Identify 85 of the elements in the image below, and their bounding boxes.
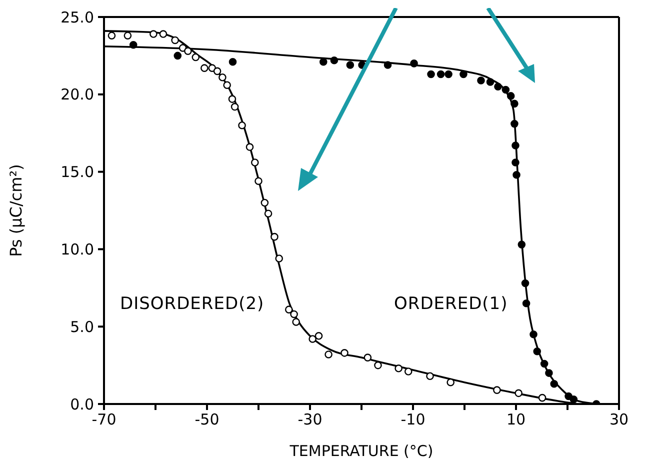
point [394, 364, 402, 372]
y-tick-label: 15.0 [60, 163, 94, 182]
y-axis-title: Ps (μC/cm²) [6, 164, 26, 257]
point [494, 82, 502, 91]
point [270, 232, 278, 241]
point [522, 299, 530, 308]
point [510, 120, 518, 128]
y-tick-label: 10.0 [60, 240, 94, 259]
point [410, 60, 418, 68]
point [275, 254, 283, 262]
point [521, 279, 530, 288]
point [514, 389, 522, 398]
point [129, 40, 138, 49]
point [477, 76, 485, 84]
point [174, 52, 182, 60]
point [540, 360, 548, 368]
point [446, 378, 454, 386]
point [184, 47, 192, 55]
x-tick-label: -50 [194, 410, 220, 429]
point [213, 67, 222, 76]
x-tick-label: -10 [400, 410, 426, 429]
point [230, 102, 239, 111]
point [493, 386, 501, 394]
point [512, 142, 520, 150]
annotation: DISORDERED(2) [120, 294, 264, 314]
point [570, 395, 578, 404]
point [250, 158, 259, 166]
y-tick-label: 25.0 [60, 8, 94, 26]
point [324, 350, 332, 358]
point [319, 58, 328, 66]
point [486, 78, 494, 86]
point [171, 36, 179, 44]
point [512, 158, 520, 166]
point [246, 143, 254, 151]
point [533, 347, 542, 356]
point [254, 177, 262, 185]
point [436, 70, 445, 78]
point [330, 56, 338, 64]
point [178, 44, 187, 52]
y-tick-label: 0.0 [70, 395, 94, 414]
point [426, 372, 434, 380]
point [518, 240, 526, 248]
point [264, 210, 272, 218]
point [510, 100, 518, 108]
point [460, 70, 468, 78]
annotation: ORDERED(1) [394, 294, 508, 314]
point [290, 310, 298, 318]
point [159, 30, 168, 38]
y-tick-label: 20.0 [60, 86, 94, 104]
point [218, 73, 226, 82]
x-tick-label: -30 [298, 410, 322, 429]
point [308, 335, 316, 343]
point [238, 121, 246, 130]
point [550, 380, 558, 388]
y-tick-label: 5.0 [70, 318, 94, 336]
point [150, 30, 158, 38]
point [260, 198, 269, 207]
point [506, 92, 515, 100]
point [538, 394, 546, 402]
point [404, 368, 412, 376]
x-axis-title: TEMPERATURE (°C) [288, 442, 434, 460]
point [545, 369, 553, 377]
point [512, 170, 520, 179]
point [192, 53, 200, 62]
point [284, 306, 293, 314]
point [364, 354, 372, 362]
point [223, 81, 231, 90]
point [444, 70, 452, 78]
point [502, 86, 510, 94]
x-tick-label: 10 [506, 410, 526, 429]
point [124, 32, 132, 40]
point [200, 64, 208, 72]
point [228, 58, 237, 66]
point [427, 70, 435, 78]
x-tick-label: 30 [609, 410, 629, 429]
point [340, 349, 348, 357]
point [228, 95, 236, 103]
point [292, 318, 300, 326]
point [346, 61, 354, 69]
point [108, 32, 116, 40]
x-tick-label: -70 [92, 410, 116, 429]
point [530, 330, 538, 338]
point [384, 61, 392, 69]
point [374, 361, 382, 370]
point [314, 332, 323, 340]
